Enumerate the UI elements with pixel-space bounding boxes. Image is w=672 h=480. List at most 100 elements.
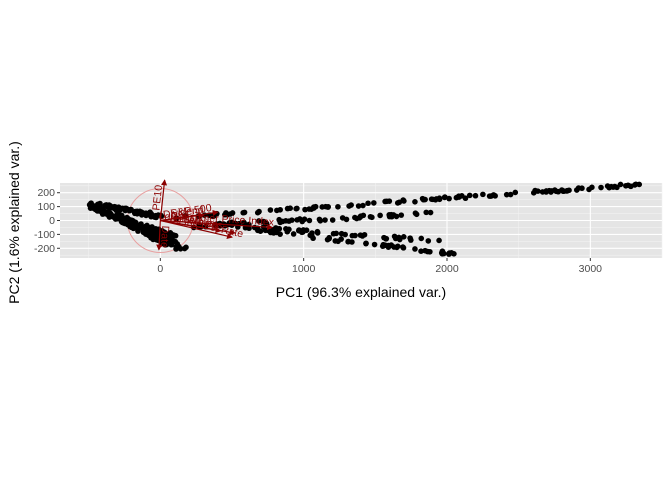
data-point	[319, 204, 325, 210]
data-point	[371, 200, 377, 206]
data-point	[488, 193, 494, 199]
data-point	[277, 219, 284, 226]
data-point	[589, 184, 595, 191]
data-point	[338, 236, 344, 242]
data-point	[352, 214, 358, 221]
data-point	[161, 229, 168, 236]
data-point	[507, 191, 514, 198]
data-point	[137, 209, 143, 216]
data-point	[159, 234, 165, 241]
y-tick-label: 0	[49, 215, 55, 227]
points-layer	[86, 181, 643, 257]
data-point	[412, 246, 418, 252]
data-point	[551, 187, 558, 193]
data-point	[355, 203, 362, 209]
data-point	[472, 192, 479, 199]
loading-arrow	[160, 219, 222, 234]
data-point	[284, 228, 291, 235]
data-point	[363, 240, 369, 247]
data-point	[625, 182, 631, 189]
x-axis: 0 1000 2000 3000	[157, 258, 602, 275]
data-point	[394, 200, 401, 206]
data-point	[339, 215, 346, 221]
data-point	[617, 181, 624, 188]
data-point	[361, 231, 368, 238]
data-point	[256, 218, 262, 224]
data-point	[367, 213, 374, 220]
data-point	[289, 217, 295, 223]
data-point	[148, 213, 154, 220]
data-point	[346, 203, 352, 209]
data-point	[143, 210, 149, 216]
data-point	[111, 213, 118, 220]
data-point	[296, 216, 303, 222]
y-axis-title: PC2 (1.6% explained var.)	[6, 141, 22, 304]
data-point	[306, 206, 312, 212]
data-point	[451, 251, 457, 257]
data-point	[326, 234, 332, 241]
data-point	[427, 209, 434, 216]
data-point	[566, 187, 572, 194]
data-point	[400, 197, 406, 203]
data-point	[283, 218, 289, 224]
data-point	[262, 227, 269, 234]
data-point	[329, 217, 336, 223]
data-point	[412, 210, 419, 216]
data-point	[169, 238, 176, 244]
data-point	[400, 245, 407, 251]
y-tick-label: 100	[37, 201, 55, 213]
data-point	[148, 227, 154, 234]
data-point	[398, 212, 405, 218]
data-point	[93, 207, 100, 213]
data-point	[124, 206, 131, 213]
data-point	[383, 235, 390, 242]
data-point	[441, 194, 448, 201]
data-point	[270, 230, 277, 236]
data-point	[425, 238, 432, 244]
x-axis-title: PC1 (96.3% explained var.)	[276, 284, 446, 300]
data-point	[314, 230, 321, 236]
data-point	[332, 238, 339, 244]
y-tick-label: 200	[37, 187, 55, 199]
data-point	[255, 227, 261, 234]
data-point	[174, 244, 180, 250]
data-point	[316, 216, 323, 223]
data-point	[267, 207, 274, 213]
data-point	[412, 199, 418, 205]
data-point	[598, 184, 604, 191]
x-tick-label: 2000	[435, 263, 459, 275]
data-point	[530, 190, 537, 196]
data-point	[512, 189, 519, 196]
data-point	[311, 204, 317, 210]
data-point	[240, 209, 247, 216]
data-point	[306, 217, 313, 224]
loading-arrow-label: PE10	[150, 184, 165, 211]
data-point	[333, 230, 339, 237]
data-point	[480, 191, 486, 198]
data-point	[290, 231, 297, 237]
data-point	[293, 205, 299, 212]
data-point	[446, 195, 452, 202]
data-point	[419, 195, 426, 202]
data-point	[371, 241, 378, 248]
x-tick-label: 3000	[579, 263, 603, 275]
data-point	[229, 210, 236, 216]
data-point	[129, 219, 136, 226]
data-point	[422, 247, 428, 254]
loading-arrow	[160, 219, 274, 231]
loading-arrow	[160, 212, 205, 222]
data-point	[111, 203, 118, 210]
data-point	[307, 232, 314, 239]
data-point	[446, 251, 452, 257]
data-point	[223, 210, 229, 216]
data-point	[133, 223, 140, 230]
data-point	[408, 237, 414, 243]
data-point	[631, 182, 638, 188]
data-point	[349, 239, 355, 245]
loading-arrow	[160, 219, 233, 239]
data-point	[99, 211, 106, 217]
data-point	[352, 232, 358, 239]
data-point	[492, 193, 498, 199]
data-point	[610, 184, 617, 190]
